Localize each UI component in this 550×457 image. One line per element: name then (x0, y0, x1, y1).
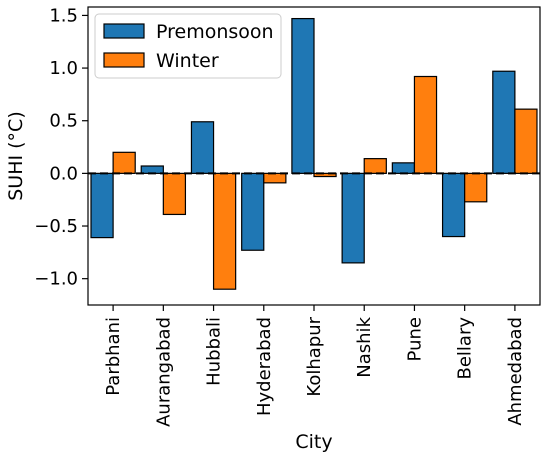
y-tick-label: −0.5 (34, 216, 78, 237)
x-tick-label-ahmedabad: Ahmedabad (505, 317, 526, 426)
x-axis-label: City (295, 431, 332, 453)
y-tick-label: 0.0 (49, 163, 78, 184)
bars-group (90, 17, 538, 290)
legend-swatch-winter (103, 52, 145, 68)
legend: Premonsoon Winter (94, 13, 282, 79)
legend-swatch-premonsoon (103, 23, 145, 39)
y-tick-label: 0.5 (49, 111, 78, 132)
legend-label-winter: Winter (156, 50, 219, 72)
x-tick-label-aurangabad: Aurangabad (153, 317, 174, 427)
y-axis-ticks: −1.0 −0.5 0.0 0.5 1.0 1.5 (34, 5, 88, 290)
y-tick-label: 1.0 (49, 58, 78, 79)
bar-winter-aurangabad (162, 172, 187, 216)
bar-premonsoon-aurangabad (140, 165, 164, 174)
bar-winter-kolhapur (313, 172, 337, 178)
bar-winter-hyderabad (263, 172, 287, 184)
bar-winter-pune (413, 75, 438, 174)
bar-premonsoon-hubbali (190, 121, 215, 174)
bar-winter-hubbali (212, 172, 237, 290)
bar-premonsoon-nashik (341, 172, 365, 264)
bar-winter-bellary (464, 172, 488, 203)
bar-winter-nashik (363, 158, 387, 174)
y-axis-label: SUHI (°C) (5, 111, 27, 201)
y-tick-label: 1.5 (49, 5, 78, 26)
bar-premonsoon-bellary (441, 172, 466, 238)
x-tick-label-pune: Pune (404, 317, 425, 361)
bar-premonsoon-hyderabad (241, 172, 265, 251)
y-tick-label: −1.0 (34, 269, 78, 290)
bar-premonsoon-parbhani (90, 172, 114, 239)
x-tick-label-nashik: Nashik (354, 316, 375, 377)
x-tick-label-kolhapur: Kolhapur (304, 316, 325, 396)
legend-label-premonsoon: Premonsoon (156, 21, 274, 43)
bar-premonsoon-pune (391, 162, 416, 174)
x-axis-ticks: Parbhani Aurangabad Hubbali Hyderabad Kolhap… (103, 305, 526, 427)
bar-premonsoon-ahmedabad (492, 70, 516, 174)
bar-winter-parbhani (112, 151, 136, 174)
x-tick-label-hyderabad: Hyderabad (254, 317, 275, 416)
bar-winter-ahmedabad (514, 108, 538, 174)
x-tick-label-bellary: Bellary (455, 317, 476, 380)
bar-premonsoon-kolhapur (291, 17, 315, 174)
x-tick-label-hubbali: Hubbali (204, 317, 225, 386)
x-tick-label-parbhani: Parbhani (103, 317, 124, 396)
